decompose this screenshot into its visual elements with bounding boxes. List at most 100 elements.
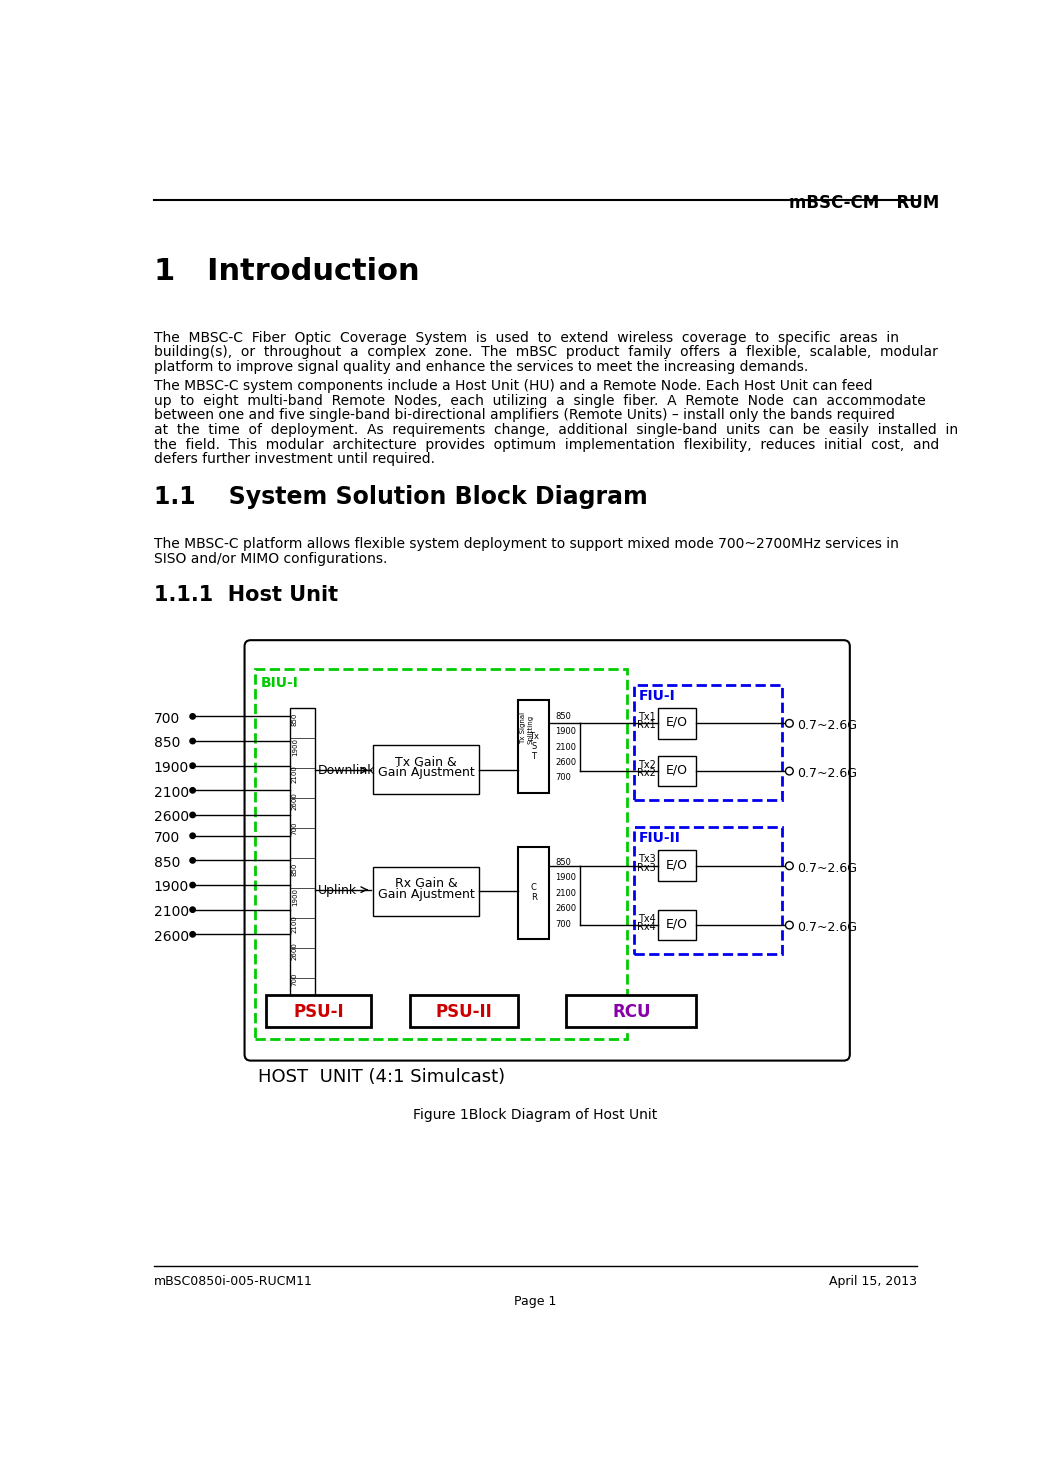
Text: PSU-I: PSU-I bbox=[294, 1002, 344, 1022]
Text: at  the  time  of  deployment.  As  requirements  change,  additional  single-ba: at the time of deployment. As requiremen… bbox=[154, 422, 958, 437]
Bar bbox=[373, 745, 480, 795]
Text: 1900: 1900 bbox=[555, 727, 577, 736]
Circle shape bbox=[190, 813, 195, 817]
Text: Page 1: Page 1 bbox=[514, 1295, 556, 1309]
Text: 700: 700 bbox=[292, 972, 298, 986]
Circle shape bbox=[786, 921, 793, 929]
Text: 1900: 1900 bbox=[154, 761, 189, 776]
Text: 700: 700 bbox=[154, 712, 180, 726]
Circle shape bbox=[786, 767, 793, 774]
Text: 1900: 1900 bbox=[292, 888, 298, 905]
Text: PSU-II: PSU-II bbox=[436, 1002, 492, 1022]
Text: 2100: 2100 bbox=[292, 916, 298, 933]
Circle shape bbox=[190, 907, 195, 913]
Text: 2600: 2600 bbox=[292, 792, 298, 810]
Text: platform to improve signal quality and enhance the services to meet the increasi: platform to improve signal quality and e… bbox=[154, 359, 808, 374]
Text: Rx Gain &: Rx Gain & bbox=[395, 877, 458, 891]
Text: The  MBSC-C  Fiber  Optic  Coverage  System  is  used  to  extend  wireless  cov: The MBSC-C Fiber Optic Coverage System i… bbox=[154, 331, 899, 344]
Text: 1900: 1900 bbox=[154, 880, 189, 895]
Text: BIU-I: BIU-I bbox=[261, 676, 299, 689]
Circle shape bbox=[786, 720, 793, 727]
Text: 850: 850 bbox=[555, 712, 572, 721]
Text: 2600: 2600 bbox=[555, 904, 577, 913]
Bar bbox=[518, 701, 549, 792]
Bar bbox=[634, 827, 782, 954]
Text: Gain Ajustment: Gain Ajustment bbox=[378, 888, 474, 901]
Text: 2100: 2100 bbox=[154, 905, 189, 919]
Circle shape bbox=[190, 833, 195, 839]
Text: E/O: E/O bbox=[666, 858, 688, 871]
Text: 2600: 2600 bbox=[555, 758, 577, 767]
Text: 850: 850 bbox=[292, 712, 298, 726]
Bar bbox=[255, 670, 627, 1039]
Text: Tx Signal
Splitting: Tx Signal Splitting bbox=[520, 712, 533, 743]
Text: 2100: 2100 bbox=[555, 742, 577, 752]
Text: RCU: RCU bbox=[612, 1002, 651, 1022]
Text: Rx3: Rx3 bbox=[637, 863, 656, 873]
Text: 850: 850 bbox=[555, 858, 572, 867]
Text: Tx4: Tx4 bbox=[638, 914, 656, 923]
Text: up  to  eight  multi-band  Remote  Nodes,  each  utilizing  a  single  fiber.  A: up to eight multi-band Remote Nodes, eac… bbox=[154, 394, 926, 408]
Bar bbox=[566, 995, 696, 1027]
Text: the  field.  This  modular  architecture  provides  optimum  implementation  fle: the field. This modular architecture pro… bbox=[154, 437, 939, 452]
Circle shape bbox=[190, 788, 195, 793]
Text: Gain Ajustment: Gain Ajustment bbox=[378, 767, 474, 780]
Text: E/O: E/O bbox=[666, 764, 688, 776]
Text: 0.7~2.6G: 0.7~2.6G bbox=[797, 921, 857, 935]
Circle shape bbox=[190, 882, 195, 888]
Circle shape bbox=[190, 714, 195, 720]
Circle shape bbox=[786, 863, 793, 870]
Text: HOST  UNIT (4:1 Simulcast): HOST UNIT (4:1 Simulcast) bbox=[258, 1069, 506, 1086]
Text: 2100: 2100 bbox=[555, 889, 577, 898]
Text: building(s),  or  throughout  a  complex  zone.  The  mBSC  product  family  off: building(s), or throughout a complex zon… bbox=[154, 346, 937, 359]
Text: Rx2: Rx2 bbox=[637, 768, 656, 779]
Text: 700: 700 bbox=[555, 773, 572, 783]
Text: Downlink: Downlink bbox=[318, 764, 375, 777]
Text: 700: 700 bbox=[292, 821, 298, 836]
Text: 2600: 2600 bbox=[292, 942, 298, 960]
Text: Rx4: Rx4 bbox=[637, 921, 656, 932]
Circle shape bbox=[190, 762, 195, 768]
Text: Uplink: Uplink bbox=[318, 883, 357, 896]
Bar bbox=[373, 867, 480, 916]
Text: 1   Introduction: 1 Introduction bbox=[154, 258, 419, 287]
Text: 2600: 2600 bbox=[154, 930, 189, 944]
Text: Tx2: Tx2 bbox=[638, 760, 656, 770]
Bar bbox=[634, 684, 782, 801]
Text: Figure 1Block Diagram of Host Unit: Figure 1Block Diagram of Host Unit bbox=[413, 1108, 657, 1122]
Text: SISO and/or MIMO configurations.: SISO and/or MIMO configurations. bbox=[154, 552, 388, 565]
Text: Rx1: Rx1 bbox=[637, 720, 656, 730]
Bar bbox=[289, 708, 316, 1008]
Text: 0.7~2.6G: 0.7~2.6G bbox=[797, 720, 857, 733]
Text: Tx Gain &: Tx Gain & bbox=[395, 755, 457, 768]
Text: 2600: 2600 bbox=[154, 811, 189, 824]
Circle shape bbox=[190, 739, 195, 743]
Text: FIU-II: FIU-II bbox=[638, 832, 680, 845]
Text: 700: 700 bbox=[154, 832, 180, 845]
Text: E/O: E/O bbox=[666, 715, 688, 729]
Text: 0.7~2.6G: 0.7~2.6G bbox=[797, 863, 857, 874]
Text: 850: 850 bbox=[154, 855, 180, 870]
Text: 850: 850 bbox=[292, 863, 298, 876]
Text: Tx1: Tx1 bbox=[638, 712, 656, 721]
Text: mBSC0850i-005-RUCM11: mBSC0850i-005-RUCM11 bbox=[154, 1275, 312, 1288]
Text: between one and five single-band bi-directional amplifiers (Remote Units) – inst: between one and five single-band bi-dire… bbox=[154, 408, 895, 422]
Text: 850: 850 bbox=[154, 736, 180, 751]
Circle shape bbox=[190, 858, 195, 863]
Text: 1.1.1  Host Unit: 1.1.1 Host Unit bbox=[154, 584, 338, 605]
Text: E/O: E/O bbox=[666, 917, 688, 930]
Bar bbox=[657, 755, 696, 786]
Text: The MBSC-C system components include a Host Unit (HU) and a Remote Node. Each Ho: The MBSC-C system components include a H… bbox=[154, 380, 873, 393]
Text: The MBSC-C platform allows flexible system deployment to support mixed mode 700~: The MBSC-C platform allows flexible syst… bbox=[154, 537, 899, 551]
Text: mBSC-CM   RUM: mBSC-CM RUM bbox=[789, 194, 939, 212]
Bar bbox=[518, 846, 549, 939]
Text: 0.7~2.6G: 0.7~2.6G bbox=[797, 767, 857, 780]
Text: FIU-I: FIU-I bbox=[638, 689, 675, 702]
Text: April 15, 2013: April 15, 2013 bbox=[830, 1275, 918, 1288]
Bar bbox=[657, 851, 696, 882]
Bar bbox=[410, 995, 518, 1027]
Text: 1900: 1900 bbox=[292, 737, 298, 755]
Bar bbox=[657, 708, 696, 739]
Text: Tx
S
T: Tx S T bbox=[529, 732, 538, 761]
Text: C
R: C R bbox=[531, 883, 536, 902]
